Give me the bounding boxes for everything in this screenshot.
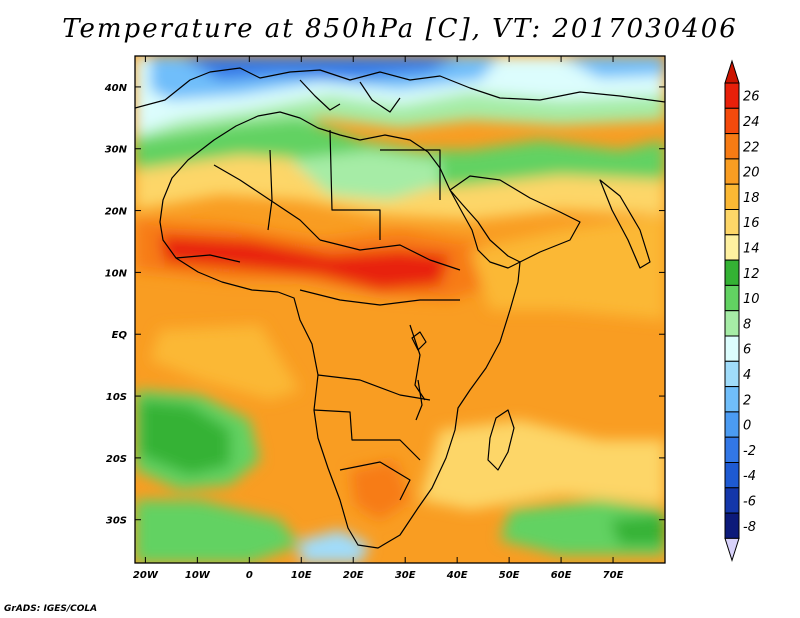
lon-tick-label: 20W (133, 570, 159, 581)
colorbar-swatch (724, 462, 740, 489)
colorbar-label: 18 (743, 191, 760, 206)
colorbar-swatch (724, 133, 740, 160)
map-title: Temperature at 850hPa [C], VT: 201703040… (62, 14, 738, 44)
colorbar-swatch (724, 209, 740, 236)
colorbar-label: 14 (743, 241, 760, 256)
lon-tick-label: 40E (446, 570, 468, 581)
lon-tick-label: 10W (185, 570, 211, 581)
colorbar-swatch (724, 335, 740, 362)
lat-tick-label: 40N (104, 83, 128, 94)
colorbar-label: 20 (743, 166, 760, 181)
colorbar-label: 24 (743, 115, 760, 130)
colorbar-label: -2 (743, 444, 756, 459)
colorbar-swatch (724, 284, 740, 312)
lat-tick-label: 30S (106, 516, 127, 527)
colorbar-label: -4 (743, 469, 756, 484)
colorbar-label: 16 (743, 216, 760, 231)
lon-tick-label: 10E (291, 570, 312, 581)
lon-tick-label: 70E (603, 570, 624, 581)
colorbar-label: 8 (743, 317, 751, 332)
temperature-field (135, 56, 665, 563)
colorbar-label: 4 (743, 368, 751, 383)
colorbar-swatch (724, 487, 740, 514)
lat-tick-label: 10S (106, 392, 127, 403)
colorbar-label: 12 (743, 267, 760, 282)
colorbar-bottom-arrow (724, 537, 740, 563)
colorbar-swatch (724, 411, 740, 438)
colorbar-label: 22 (743, 140, 760, 155)
colorbar-swatch (724, 158, 740, 185)
lat-tick-label: 30N (105, 145, 128, 156)
longitude-axis: 20W 10W 0 10E 20E 30E 40E 50E 60E 70E (133, 56, 624, 581)
lon-tick-label: 30E (395, 570, 416, 581)
map-frame (134, 55, 666, 564)
colorbar-label: 6 (743, 343, 751, 358)
colorbar-swatch (724, 259, 740, 286)
colorbar-label: 10 (743, 292, 760, 307)
colorbar-label: -8 (743, 520, 756, 535)
colorbar-swatch (724, 512, 740, 539)
colorbar-label: -6 (743, 494, 756, 509)
colorbar-swatch (724, 234, 740, 261)
colorbar-swatch (724, 360, 740, 388)
lon-tick-label: 0 (246, 570, 253, 581)
lon-tick-label: 20E (343, 570, 364, 581)
lon-tick-label: 50E (499, 570, 520, 581)
colorbar-swatch (724, 436, 740, 464)
colorbar-swatch (724, 310, 740, 337)
lat-tick-label: EQ (112, 330, 128, 341)
colorbar-swatch (724, 183, 740, 210)
colorbar-swatch (724, 82, 740, 109)
lat-tick-label: 10N (105, 268, 128, 279)
lat-tick-label: 20N (105, 207, 128, 218)
lon-tick-label: 60E (551, 570, 572, 581)
colorbar-swatch (724, 107, 740, 135)
colorbar-label: 2 (743, 393, 751, 408)
colorbar-top-arrow (724, 59, 740, 84)
colorbar-swatch (724, 386, 740, 413)
colorbar-label: 0 (743, 419, 751, 434)
grads-credit: GrADS: IGES/COLA (4, 604, 98, 614)
colorbar-label: 26 (743, 90, 760, 105)
lat-tick-label: 20S (106, 454, 127, 465)
latitude-axis: 40N 30N 20N 10N EQ 10S 20S 30S (104, 83, 665, 527)
